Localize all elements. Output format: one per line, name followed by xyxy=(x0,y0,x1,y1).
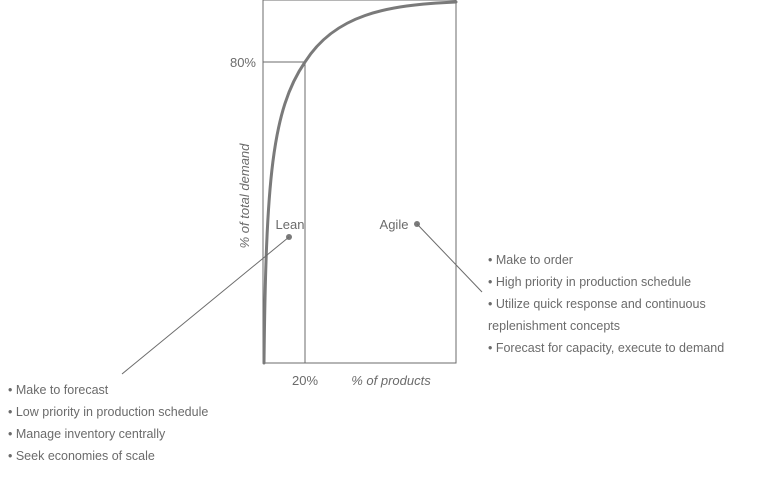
lean-leader-line xyxy=(121,236,290,375)
lean-item: • Make to forecast xyxy=(8,383,109,397)
agile-item: replenishment concepts xyxy=(488,319,621,333)
lean-characteristics-list: • Make to forecast • Low priority in pro… xyxy=(8,379,208,467)
tick-label-20: 20% xyxy=(292,373,318,388)
plot-frame xyxy=(262,0,457,364)
tick-label-80: 80% xyxy=(230,55,256,70)
agile-item: • Utilize quick response and continuous xyxy=(488,297,706,311)
lean-item: • Low priority in production schedule xyxy=(8,405,209,419)
x-axis-label: % of products xyxy=(351,373,431,388)
agile-label: Agile xyxy=(380,217,409,232)
lean-item: • Manage inventory centrally xyxy=(8,427,166,441)
demand-curve xyxy=(262,0,458,365)
lean-label: Lean xyxy=(276,217,305,232)
lean-item: • Seek economies of scale xyxy=(8,449,155,463)
agile-item: • High priority in production schedule xyxy=(488,275,692,289)
agile-item: • Make to order xyxy=(488,253,573,267)
y-axis-label: % of total demand xyxy=(237,143,252,249)
agile-characteristics-list: • Make to order • High priority in produ… xyxy=(488,249,724,359)
agile-leader-line xyxy=(416,223,483,293)
agile-item: • Forecast for capacity, execute to dema… xyxy=(488,341,725,355)
